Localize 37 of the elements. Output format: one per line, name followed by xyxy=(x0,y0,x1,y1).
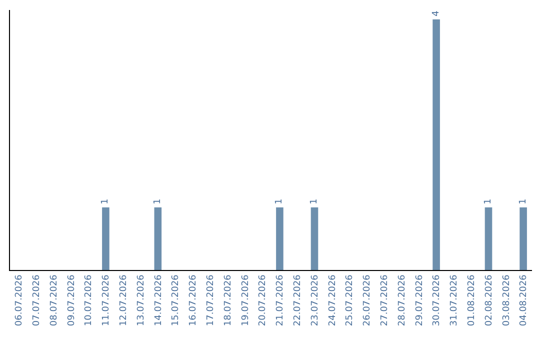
x-tick-label: 12.07.2026 xyxy=(119,274,130,326)
data-label: 1 xyxy=(152,198,163,204)
x-tick-label: 17.07.2026 xyxy=(206,274,216,326)
x-tick-label: 24.07.2026 xyxy=(328,274,338,326)
x-tick-label: 22.07.2026 xyxy=(293,274,304,326)
x-tick-label: 23.07.2026 xyxy=(310,274,320,326)
x-tick-label: 13.07.2026 xyxy=(136,274,146,326)
x-tick-label: 28.07.2026 xyxy=(397,274,408,326)
x-tick-label: 11.07.2026 xyxy=(102,274,112,326)
x-tick-label: 08.07.2026 xyxy=(49,274,60,326)
x-tick-label: 15.07.2026 xyxy=(171,274,182,326)
x-tick-label: 20.07.2026 xyxy=(258,274,268,326)
data-label: 1 xyxy=(100,198,111,204)
data-label: 1 xyxy=(484,198,494,204)
x-tick-label: 31.07.2026 xyxy=(450,274,460,326)
x-tick-label: 16.07.2026 xyxy=(188,274,199,326)
data-label: 1 xyxy=(274,198,285,204)
x-tick-label: 21.07.2026 xyxy=(276,274,286,326)
x-tick-label: 18.07.2026 xyxy=(223,274,234,326)
data-label: 4 xyxy=(431,10,442,16)
x-tick-label: 19.07.2026 xyxy=(240,274,251,326)
x-tick-label: 27.07.2026 xyxy=(380,274,390,326)
x-tick-label: 02.08.2026 xyxy=(484,274,494,326)
data-label: 1 xyxy=(518,198,528,204)
x-tick-label: 25.07.2026 xyxy=(345,274,356,326)
x-tick-label: 01.08.2026 xyxy=(467,274,478,326)
x-tick-label: 29.07.2026 xyxy=(414,274,425,326)
data-label: 1 xyxy=(310,198,320,204)
x-tick-label: 30.07.2026 xyxy=(432,274,442,326)
x-tick-label: 04.08.2026 xyxy=(519,274,530,326)
x-tick-label: 03.08.2026 xyxy=(502,274,512,326)
x-tick-label: 06.07.2026 xyxy=(14,274,25,326)
x-tick-label: 09.07.2026 xyxy=(66,274,77,326)
x-tick-label: 10.07.2026 xyxy=(84,274,94,326)
x-tick-label: 07.07.2026 xyxy=(32,274,42,326)
x-tick-label: 14.07.2026 xyxy=(154,274,164,326)
x-tick-label: 26.07.2026 xyxy=(362,274,373,326)
